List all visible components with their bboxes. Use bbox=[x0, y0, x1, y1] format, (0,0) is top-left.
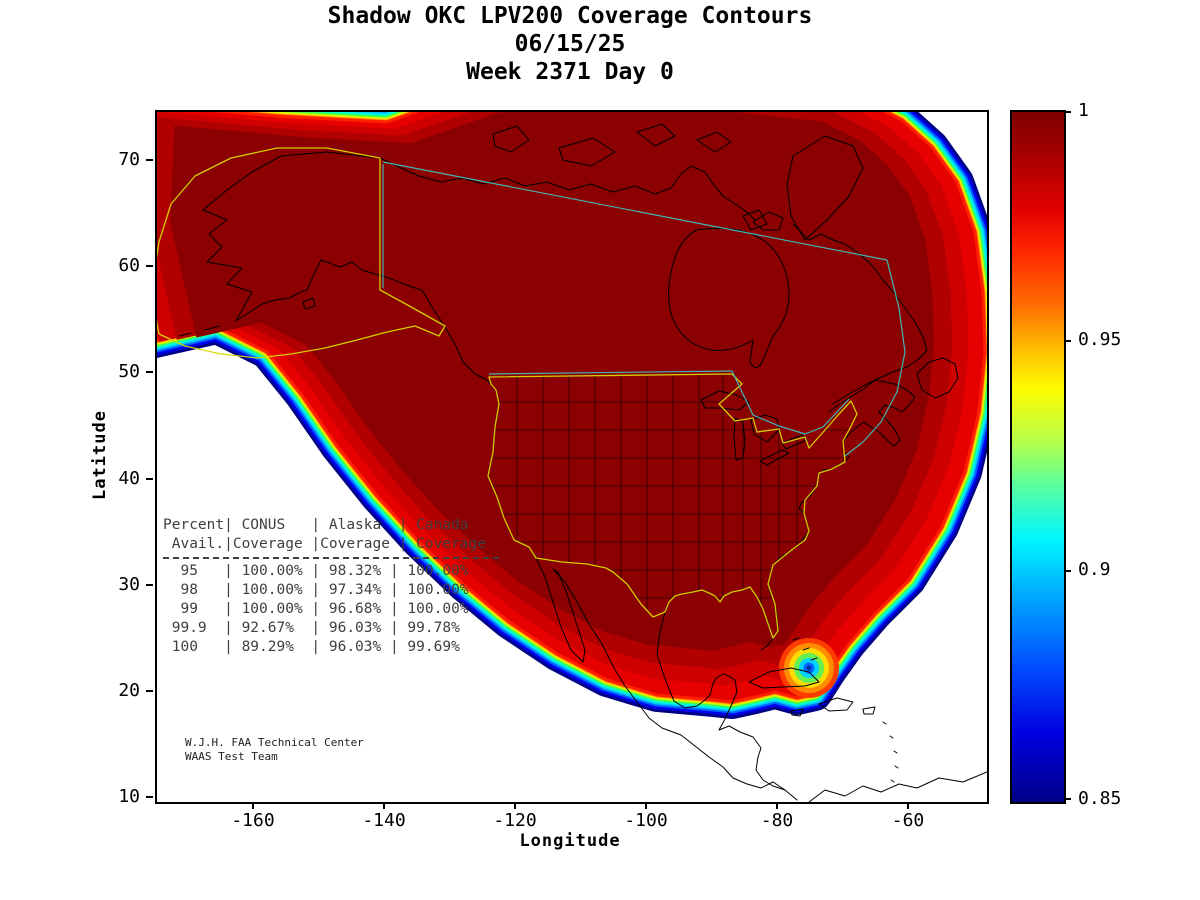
table-header-1: Percent| CONUS | Alaska | Canada bbox=[163, 517, 469, 533]
x-tick-mark bbox=[514, 802, 516, 809]
colorbar bbox=[1010, 110, 1066, 804]
y-ticklabel: 30 bbox=[118, 574, 140, 595]
plot-area: Percent| CONUS | Alaska | Canada Avail.|… bbox=[155, 110, 989, 804]
colorbar-tick-mark bbox=[1064, 111, 1071, 113]
x-ticklabel: -100 bbox=[624, 810, 668, 831]
y-tick-mark bbox=[146, 478, 153, 480]
y-ticklabel: 20 bbox=[118, 680, 140, 701]
coverage-anomaly bbox=[779, 638, 839, 698]
x-ticklabel: -60 bbox=[891, 810, 925, 831]
region-outlines-yellow bbox=[157, 147, 858, 639]
coverage-map-svg bbox=[157, 112, 987, 802]
y-axis-label: Latitude bbox=[90, 410, 110, 500]
y-tick-mark bbox=[146, 265, 153, 267]
y-tick-mark bbox=[146, 690, 153, 692]
table-row-99-9: 99.9 | 92.67% | 96.03% | 99.78% bbox=[163, 620, 460, 636]
y-tick-mark bbox=[146, 159, 153, 161]
y-tick-mark bbox=[146, 584, 153, 586]
conus-outline-yellow bbox=[487, 373, 858, 639]
state-borders bbox=[488, 374, 857, 638]
x-axis-label: Longitude bbox=[519, 831, 621, 851]
x-ticklabel: -140 bbox=[362, 810, 406, 831]
colorbar-ticklabel: 0.95 bbox=[1078, 329, 1122, 350]
table-row-95: 95 | 100.00% | 98.32% | 100.00% bbox=[163, 563, 469, 579]
figure-title: Shadow OKC LPV200 Coverage Contours 06/1… bbox=[155, 2, 985, 86]
x-ticklabel: -80 bbox=[760, 810, 794, 831]
table-divider bbox=[163, 557, 499, 559]
y-ticklabel: 70 bbox=[118, 149, 140, 170]
x-tick-mark bbox=[383, 802, 385, 809]
alaska-outline-yellow bbox=[157, 147, 446, 359]
x-tick-mark bbox=[907, 802, 909, 809]
x-tick-mark bbox=[645, 802, 647, 809]
colorbar-ticklabel: 0.85 bbox=[1078, 788, 1122, 809]
title-line-1: Shadow OKC LPV200 Coverage Contours bbox=[327, 3, 813, 29]
colorbar-ticklabel: 1 bbox=[1078, 100, 1089, 121]
y-ticklabel: 60 bbox=[118, 255, 140, 276]
table-header-2: Avail.|Coverage |Coverage | Coverage bbox=[163, 536, 487, 552]
title-line-2: 06/15/25 bbox=[514, 31, 626, 57]
y-ticklabel: 10 bbox=[118, 786, 140, 807]
table-row-98: 98 | 100.00% | 97.34% | 100.00% bbox=[163, 582, 469, 598]
availability-table: Percent| CONUS | Alaska | Canada Avail.|… bbox=[163, 516, 499, 657]
credit-line-2: WAAS Test Team bbox=[185, 750, 278, 763]
colorbar-tick-mark bbox=[1064, 570, 1071, 572]
x-ticklabel: -120 bbox=[493, 810, 537, 831]
table-row-100: 100 | 89.29% | 96.03% | 99.69% bbox=[163, 639, 460, 655]
title-line-3: Week 2371 Day 0 bbox=[466, 59, 674, 85]
credit-line-1: W.J.H. FAA Technical Center bbox=[185, 736, 364, 749]
credit-text: W.J.H. FAA Technical Center WAAS Test Te… bbox=[185, 736, 364, 764]
x-tick-mark bbox=[776, 802, 778, 809]
y-tick-mark bbox=[146, 371, 153, 373]
colorbar-tick-mark bbox=[1064, 798, 1071, 800]
table-row-99: 99 | 100.00% | 96.68% | 100.00% bbox=[163, 601, 469, 617]
fir-boundary-cyan bbox=[382, 161, 906, 457]
x-tick-mark bbox=[252, 802, 254, 809]
colorbar-tick-mark bbox=[1064, 340, 1071, 342]
y-tick-mark bbox=[146, 796, 153, 798]
colorbar-ticklabel: 0.9 bbox=[1078, 559, 1111, 580]
x-ticklabel: -160 bbox=[231, 810, 275, 831]
y-ticklabel: 40 bbox=[118, 468, 140, 489]
y-ticklabel: 50 bbox=[118, 361, 140, 382]
